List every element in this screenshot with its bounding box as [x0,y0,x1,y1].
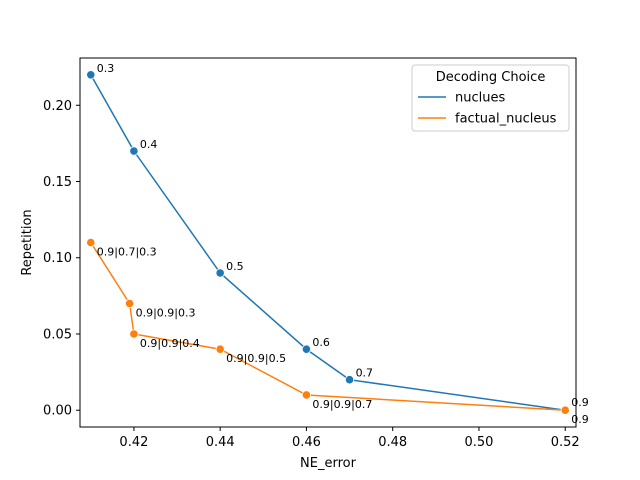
data-point-nuclues [301,344,312,354]
x-tick-label: 0.44 [206,435,235,450]
data-point-factual_nucleus [215,344,225,354]
point-annotation: 0.7 [356,367,374,380]
series-line-nuclues [90,74,566,411]
point-annotation: 0.9|0.9|0.3 [136,306,196,319]
legend-entry-label: factual_nucleus [455,112,557,127]
point-annotation: 0.5 [226,260,244,273]
data-point-nuclues [86,70,96,80]
x-tick-label: 0.48 [378,435,407,450]
legend-title: Decoding Choice [436,70,546,85]
point-annotation: 0.9|0.7|0.3 [97,246,157,259]
data-point-nuclues [344,375,355,385]
point-annotation: 0.9|0.9|0.7 [312,398,372,411]
point-annotation: 0.3 [97,62,115,75]
x-tick-label: 0.46 [292,435,321,450]
y-tick-label: 0.15 [43,175,72,190]
point-annotation: 0.4 [140,138,158,151]
point-annotation: 0.9 [571,396,589,409]
point-annotation: 0.9|0.9|0.5 [226,352,286,365]
legend-entry-label: nuclues [455,91,505,106]
x-tick-label: 0.52 [551,435,580,450]
x-tick-label: 0.42 [119,435,148,450]
data-point-nuclues [129,146,139,156]
data-point-factual_nucleus [86,237,96,248]
point-annotation: 0.9 [571,413,589,426]
y-axis-label: Repetition [20,209,35,275]
point-annotation: 0.6 [312,336,330,349]
x-tick-label: 0.50 [464,435,493,450]
data-point-factual_nucleus [125,298,135,309]
series-line-factual_nucleus [90,242,566,411]
y-tick-label: 0.10 [43,251,72,266]
data-point-nuclues [215,268,225,278]
y-tick-label: 0.20 [43,99,72,114]
point-annotation: 0.9|0.9|0.4 [140,337,200,350]
y-tick-label: 0.05 [43,327,72,342]
data-point-factual_nucleus [301,390,312,400]
data-point-factual_nucleus [129,329,139,339]
data-point-factual_nucleus [560,405,570,415]
legend: Decoding Choice nuclues factual_nucleus [411,64,570,132]
plot-frame [79,57,577,428]
x-axis-label: NE_error [300,456,357,471]
y-tick-label: 0.00 [43,404,72,419]
legend-box [411,64,570,132]
